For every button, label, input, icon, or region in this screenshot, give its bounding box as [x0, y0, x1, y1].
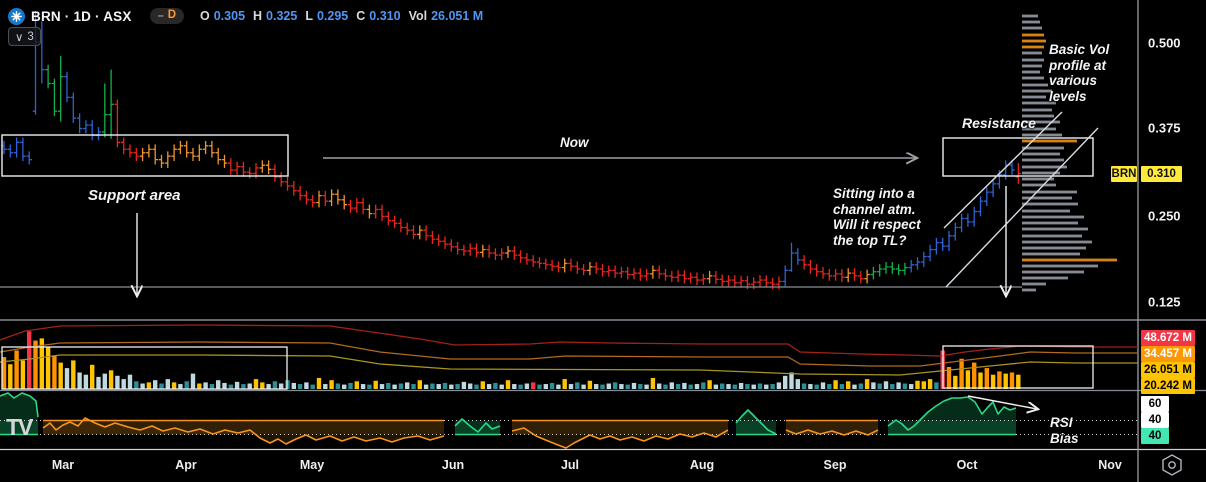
symbol-logo-icon [8, 7, 25, 25]
volume-profile [1022, 14, 1117, 292]
low-label: L [305, 9, 313, 23]
volume-value: 26.051 M [431, 9, 484, 23]
symbol-legend[interactable]: BRN · 1D · ASX – D O 0.305 H 0.325 L 0.295 … [8, 7, 487, 25]
channel-annotation[interactable]: Sitting into a channel atm. Will it resp… [833, 186, 921, 248]
month-label: Jun [441, 458, 465, 472]
tradingview-watermark-icon: TV [6, 414, 33, 440]
open-value: 0.305 [213, 9, 246, 23]
month-label: Apr [175, 458, 197, 472]
month-label: Jul [560, 458, 580, 472]
resistance-box[interactable] [942, 137, 1094, 177]
last-price-badge: 0.310 [1141, 166, 1182, 182]
volume-ma-lines [0, 324, 1138, 376]
features-hexagon-icon[interactable] [1158, 452, 1186, 478]
month-label: Oct [956, 458, 978, 472]
volume-left-box[interactable] [1, 346, 288, 390]
interval-label: D [167, 9, 176, 22]
volume-label: Vol [408, 9, 428, 23]
dash-icon: – [157, 9, 164, 22]
month-label: May [299, 458, 325, 472]
resistance-annotation[interactable]: Resistance [962, 115, 1036, 131]
close-value: 0.310 [369, 9, 401, 23]
channel-lower-trendline[interactable] [945, 127, 1099, 288]
low-value: 0.295 [316, 9, 349, 23]
month-label: Nov [1098, 458, 1122, 472]
rsi-plot [0, 392, 1138, 449]
channel-upper-trendline[interactable] [943, 111, 1063, 229]
ohlc-readout: O 0.305 H 0.325 L 0.295 C 0.310 Vol 26.051 M [200, 9, 487, 23]
scale-value-badge: 20.242 M [1141, 378, 1195, 394]
volume-right-box[interactable] [942, 345, 1094, 389]
scale-value-badge: 60 [1141, 396, 1169, 412]
month-label: Sep [823, 458, 847, 472]
symbol-title[interactable]: BRN · 1D · ASX [31, 8, 132, 24]
high-label: H [253, 9, 263, 23]
indicators-collapse-chip[interactable]: ∨ 3 [8, 27, 41, 46]
scale-value-badge: 40 [1141, 428, 1169, 444]
rsi-divergence-arrow[interactable] [967, 395, 1037, 409]
collapse-count: 3 [27, 30, 34, 43]
vol-profile-annotation[interactable]: Basic Vol profile at various levels [1049, 42, 1110, 104]
scale-value-badge: 26.051 M [1141, 362, 1195, 378]
price-bars [1, 10, 1022, 290]
month-label: Aug [689, 458, 715, 472]
drawings [0, 111, 1099, 409]
high-value: 0.325 [266, 9, 298, 23]
rsi-bias-annotation[interactable]: RSI Bias [1050, 415, 1079, 446]
volume-bars [1, 331, 1021, 389]
price-tick: 0.500 [1148, 35, 1181, 51]
scale-value-badge: 40 [1141, 412, 1169, 428]
open-label: O [200, 9, 210, 23]
support-area-annotation[interactable]: Support area [88, 187, 181, 204]
close-label: C [356, 9, 366, 23]
price-tick: 0.125 [1148, 294, 1181, 310]
price-tick: 0.375 [1148, 120, 1181, 136]
interval-badge[interactable]: – D [149, 8, 184, 24]
chevron-down-icon: ∨ [15, 31, 24, 44]
scale-value-badge: 34.457 M [1141, 346, 1195, 362]
last-price-symbol-badge: BRN [1111, 166, 1137, 182]
month-label: Mar [51, 458, 75, 472]
price-tick: 0.250 [1148, 208, 1181, 224]
now-annotation[interactable]: Now [560, 135, 589, 150]
support-box[interactable] [1, 134, 289, 177]
scale-value-badge: 48.672 M [1141, 330, 1195, 346]
